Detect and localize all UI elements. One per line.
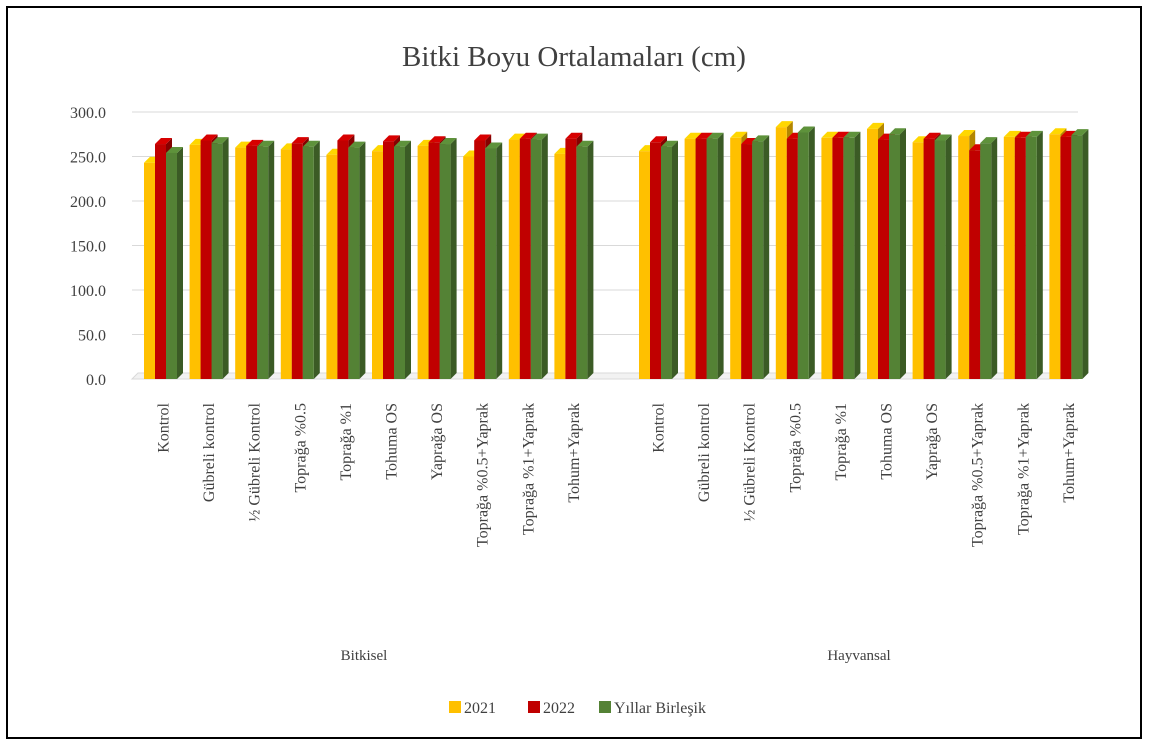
x-tick-label: ½ Gübreli Kontrol <box>247 402 264 521</box>
bar <box>530 133 548 379</box>
bar <box>257 140 275 379</box>
x-tick-label: ½ Gübreli Kontrol <box>742 402 759 521</box>
group-label: Hayvansal <box>827 648 890 664</box>
chart-frame: Bitki Boyu Ortalamaları (cm) 0.0 50.0 100.… <box>6 6 1142 739</box>
bar <box>797 126 815 379</box>
y-tick-label: 150.0 <box>70 239 106 256</box>
legend-label: 2021 <box>464 700 496 717</box>
legend-item: Yıllar Birleşik <box>599 700 706 717</box>
bar <box>166 146 183 379</box>
y-tick-label: 100.0 <box>70 283 106 300</box>
bar <box>889 128 906 379</box>
x-tick-label: Tohuma OS <box>879 403 896 480</box>
y-tick-label: 50.0 <box>78 328 106 345</box>
legend-item: 2021 <box>449 700 496 717</box>
bar <box>1025 130 1043 379</box>
y-tick-label: 0.0 <box>86 372 106 389</box>
bar <box>843 131 861 379</box>
x-tick-label: Yaprağa OS <box>429 403 446 480</box>
x-tick-label: Yaprağa OS <box>924 403 941 480</box>
bar <box>439 138 457 379</box>
bar <box>348 141 366 379</box>
bar <box>576 140 594 379</box>
legend-swatch <box>599 701 611 713</box>
legend-swatch <box>449 701 461 713</box>
bar <box>485 142 503 379</box>
y-tick-label: 250.0 <box>70 150 106 167</box>
legend-label: Yıllar Birleşik <box>614 700 706 717</box>
legend: 2021 2022 Yıllar Birleşik <box>449 700 706 717</box>
x-tick-label: Tohum+Yaprak <box>1061 403 1078 503</box>
y-tick-label: 300.0 <box>70 105 106 122</box>
bar <box>752 135 770 379</box>
x-tick-label: Gübreli kontrol <box>201 402 218 502</box>
bar <box>394 140 411 379</box>
x-tick-label: Kontrol <box>651 402 668 452</box>
legend-label: 2022 <box>543 700 575 717</box>
bar <box>706 132 724 379</box>
x-tick-label: Tohum+Yaprak <box>566 403 583 503</box>
legend-item: 2022 <box>528 700 575 717</box>
x-tick-label: Toprağa %0.5+Yaprak <box>475 403 492 547</box>
legend-swatch <box>528 701 540 713</box>
x-tick-label: Toprağa %1+Yaprak <box>1015 403 1032 535</box>
x-tick-label: Toprağa %0.5 <box>292 403 309 493</box>
x-tick-label: Kontrol <box>156 402 173 452</box>
bar <box>302 140 320 379</box>
bar <box>980 137 998 379</box>
x-tick-label: Tohuma OS <box>384 403 401 480</box>
group-label: Bitkisel <box>341 648 388 664</box>
x-tick-label: Toprağa %0.5 <box>787 403 804 493</box>
group-labels: Bitkisel Hayvansal <box>341 648 891 664</box>
y-tick-label: 200.0 <box>70 194 106 211</box>
bar <box>934 134 952 379</box>
chart-title: Bitki Boyu Ortalamaları (cm) <box>402 41 746 73</box>
bar <box>661 140 678 379</box>
bar <box>211 137 229 379</box>
bars <box>144 121 1089 379</box>
x-tick-label: Gübreli kontrol <box>696 402 713 502</box>
chart-svg: Bitki Boyu Ortalamaları (cm) 0.0 50.0 100.… <box>70 41 1089 717</box>
x-tick-label: Toprağa %1+Yaprak <box>520 403 537 535</box>
y-axis: 0.0 50.0 100.0 150.0 200.0 250.0 300.0 <box>70 105 106 389</box>
x-tick-label: Toprağa %0.5+Yaprak <box>970 403 987 547</box>
x-tick-label: Toprağa %1 <box>833 403 850 481</box>
x-tick-label: Toprağa %1 <box>338 403 355 481</box>
x-axis: Kontrol Gübreli kontrol ½ Gübreli Kontrol T… <box>156 402 1078 547</box>
bar <box>1071 129 1089 379</box>
